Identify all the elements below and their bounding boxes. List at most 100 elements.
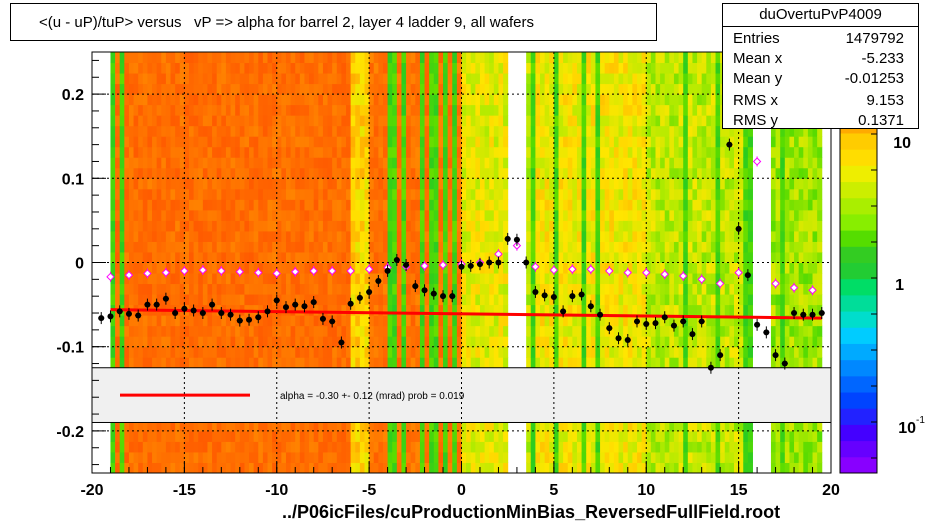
- heatmap-cell: [466, 325, 472, 337]
- heatmap-cell: [429, 430, 435, 442]
- heatmap-cell: [184, 157, 190, 169]
- heatmap-cell: [489, 304, 495, 316]
- heatmap-cell: [212, 430, 218, 442]
- heatmap-cell: [133, 199, 139, 211]
- heatmap-cell: [133, 136, 139, 148]
- heatmap-cell: [110, 125, 116, 137]
- heatmap-cell: [595, 294, 601, 306]
- heatmap-cell: [475, 262, 481, 274]
- heatmap-cell: [433, 336, 439, 348]
- heatmap-cell: [249, 62, 255, 74]
- heatmap-cell: [452, 73, 458, 85]
- heatmap-cell: [433, 357, 439, 369]
- heatmap-cell: [253, 167, 259, 179]
- heatmap-cell: [637, 136, 643, 148]
- heatmap-cell: [530, 167, 536, 179]
- heatmap-cell: [387, 315, 393, 327]
- heatmap-cell: [475, 315, 481, 327]
- heatmap-cell: [184, 294, 190, 306]
- heatmap-cell: [138, 199, 144, 211]
- heatmap-cell: [466, 430, 472, 442]
- heatmap-cell: [433, 294, 439, 306]
- heatmap-cell: [285, 94, 292, 106]
- heatmap-cell: [350, 441, 356, 453]
- heatmap-cell: [350, 357, 356, 369]
- heatmap-cell: [225, 420, 232, 432]
- heatmap-cell: [188, 462, 195, 474]
- heatmap-cell: [272, 346, 278, 358]
- heatmap-cell: [369, 167, 375, 179]
- heatmap-cell: [466, 315, 472, 327]
- heatmap-cell: [119, 346, 125, 358]
- heatmap-cell: [553, 273, 559, 285]
- heatmap-cell: [281, 251, 287, 263]
- heatmap-cell: [558, 283, 564, 295]
- heatmap-cell: [272, 325, 278, 337]
- heatmap-cell: [701, 167, 707, 179]
- heatmap-cell: [221, 115, 227, 127]
- heatmap-cell: [530, 346, 536, 358]
- heatmap-cell: [401, 420, 407, 432]
- heatmap-cell: [498, 136, 504, 148]
- heatmap-cell: [327, 220, 333, 232]
- heatmap-cell: [341, 251, 347, 263]
- heatmap-cell: [470, 167, 476, 179]
- heatmap-cell: [535, 357, 541, 369]
- heatmap-cell: [683, 230, 689, 242]
- heatmap-cell: [318, 157, 324, 169]
- heatmap-cell: [225, 83, 232, 95]
- heatmap-cell: [295, 357, 301, 369]
- heatmap-cell: [152, 157, 158, 169]
- heatmap-cell: [664, 346, 670, 358]
- heatmap-cell: [660, 283, 666, 295]
- heatmap-cell: [346, 241, 352, 253]
- heatmap-cell: [503, 199, 509, 211]
- heatmap-cell: [184, 336, 190, 348]
- heatmap-cell: [595, 220, 601, 232]
- heatmap-cell: [313, 136, 319, 148]
- heatmap-cell: [549, 94, 555, 106]
- heatmap-cell: [475, 94, 481, 106]
- heatmap-cell: [572, 451, 578, 463]
- heatmap-cell: [466, 115, 472, 127]
- heatmap-cell: [632, 209, 638, 221]
- heatmap-cell: [156, 104, 162, 116]
- heatmap-cell: [207, 462, 213, 474]
- heatmap-cell: [369, 157, 375, 169]
- heatmap-cell: [664, 241, 670, 253]
- heatmap-cell: [110, 273, 116, 285]
- heatmap-cell: [540, 167, 546, 179]
- heatmap-cell: [138, 325, 144, 337]
- heatmap-cell: [156, 199, 162, 211]
- heatmap-cell: [170, 462, 176, 474]
- heatmap-cell: [660, 304, 666, 316]
- heatmap-cell: [290, 451, 296, 463]
- heatmap-cell: [498, 262, 504, 274]
- heatmap-cell: [535, 178, 541, 190]
- heatmap-cell: [553, 104, 559, 116]
- heatmap-cell: [641, 283, 647, 295]
- heatmap-cell: [567, 136, 573, 148]
- heatmap-cell: [424, 294, 430, 306]
- heatmap-cell: [193, 283, 199, 295]
- heatmap-cell: [692, 315, 698, 327]
- heatmap-cell: [604, 73, 610, 85]
- heatmap-cell: [669, 315, 675, 327]
- heatmap-cell: [697, 199, 703, 211]
- heatmap-cell: [235, 167, 241, 179]
- heatmap-cell: [309, 199, 315, 211]
- heatmap-cell: [526, 430, 532, 442]
- heatmap-cell: [175, 115, 181, 127]
- heatmap-cell: [406, 73, 412, 85]
- heatmap-cell: [202, 336, 208, 348]
- heatmap-cell: [276, 357, 282, 369]
- heatmap-cell: [419, 167, 426, 179]
- heatmap-cell: [299, 294, 305, 306]
- heatmap-cell: [193, 136, 199, 148]
- heatmap-cell: [493, 441, 499, 453]
- heatmap-cell: [188, 104, 195, 116]
- heatmap-cell: [295, 209, 301, 221]
- heatmap-cell: [632, 420, 638, 432]
- heatmap-cell: [332, 430, 338, 442]
- heatmap-cell: [336, 188, 342, 200]
